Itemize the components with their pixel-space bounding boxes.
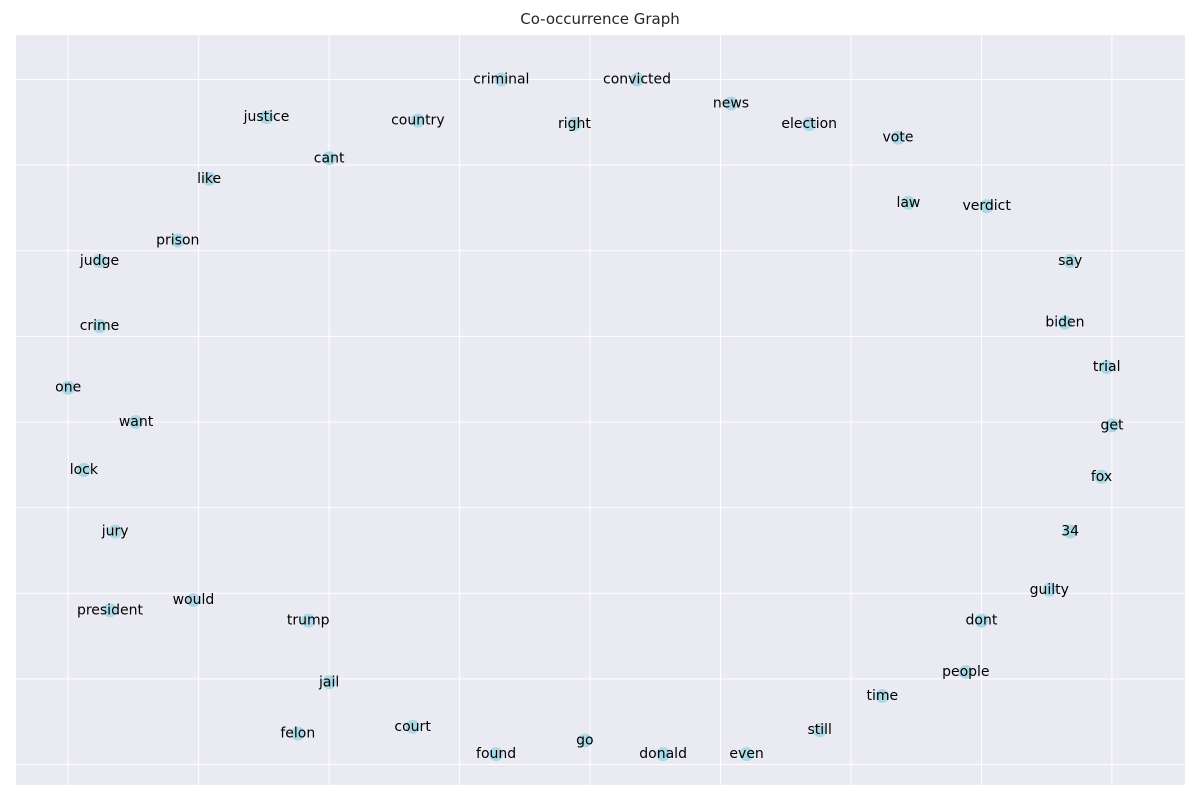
node-still	[812, 723, 827, 738]
node-label-lock: lock	[70, 462, 99, 478]
node-crime	[92, 319, 107, 334]
node-34	[1063, 524, 1078, 539]
node-label-felon: felon	[280, 726, 315, 742]
node-people	[958, 664, 973, 679]
node-donald	[656, 747, 671, 762]
node-label-trial: trial	[1093, 359, 1121, 375]
node-label-biden: biden	[1045, 315, 1084, 331]
node-dont	[974, 613, 989, 628]
node-labels: criminal convicted news justice country right…	[55, 72, 1124, 763]
node-prison	[170, 233, 185, 248]
node-one	[61, 380, 76, 395]
node-label-still: still	[807, 722, 831, 738]
node-say	[1063, 254, 1078, 269]
node-justice	[259, 110, 274, 125]
node-label-criminal: criminal	[473, 72, 529, 88]
node-like	[202, 171, 217, 186]
node-label-time: time	[866, 688, 898, 704]
node-label-even: even	[729, 746, 763, 762]
node-vote	[890, 130, 905, 145]
node-label-go: go	[576, 732, 593, 748]
node-criminal	[494, 72, 509, 87]
node-news	[723, 96, 738, 111]
node-label-court: court	[394, 719, 431, 735]
node-label-jury: jury	[101, 524, 129, 540]
node-label-would: would	[173, 592, 215, 608]
node-felon	[290, 726, 305, 741]
node-president	[102, 603, 117, 618]
node-label-say: say	[1058, 253, 1082, 269]
node-label-one: one	[55, 380, 81, 396]
node-judge	[92, 254, 107, 269]
node-country	[410, 113, 425, 128]
node-want	[129, 414, 144, 429]
node-label-found: found	[476, 746, 516, 762]
node-label-like: like	[197, 171, 221, 187]
chart-title: Co-occurrence Graph	[520, 10, 680, 28]
node-label-guilty: guilty	[1030, 582, 1069, 598]
node-right	[567, 117, 582, 132]
node-would	[186, 593, 201, 608]
node-label-justice: justice	[243, 109, 290, 125]
node-election	[802, 117, 817, 132]
node-label-jail: jail	[318, 674, 339, 690]
node-guilty	[1042, 582, 1057, 597]
node-label-fox: fox	[1091, 469, 1112, 485]
node-label-country: country	[391, 113, 445, 129]
plot-area	[16, 35, 1185, 785]
node-label-34: 34	[1061, 524, 1079, 540]
node-biden	[1057, 315, 1072, 330]
node-court	[405, 719, 420, 734]
node-label-right: right	[558, 116, 591, 132]
node-even	[739, 747, 754, 762]
node-found	[489, 747, 504, 762]
node-label-trump: trump	[287, 613, 330, 629]
node-label-election: election	[781, 116, 837, 132]
node-label-crime: crime	[80, 318, 120, 334]
node-law	[901, 195, 916, 210]
node-trial	[1099, 360, 1114, 375]
node-label-vote: vote	[882, 130, 913, 146]
node-label-verdict: verdict	[963, 198, 1012, 214]
graph-nodes	[61, 72, 1119, 762]
node-label-convicted: convicted	[603, 72, 671, 88]
node-cant	[322, 151, 337, 166]
node-jury	[108, 524, 123, 539]
node-lock	[76, 462, 91, 477]
node-label-people: people	[942, 664, 989, 680]
node-convicted	[630, 72, 645, 87]
node-time	[875, 688, 890, 703]
node-label-cant: cant	[314, 150, 345, 166]
node-label-president: president	[77, 602, 144, 618]
node-label-news: news	[713, 95, 749, 111]
node-verdict	[979, 199, 994, 214]
node-label-get: get	[1100, 417, 1124, 433]
node-get	[1104, 418, 1119, 433]
node-label-want: want	[119, 414, 154, 430]
node-label-law: law	[896, 195, 920, 211]
grid-lines	[16, 35, 1185, 785]
node-trump	[301, 613, 316, 628]
node-go	[577, 733, 592, 748]
node-label-judge: judge	[79, 253, 119, 269]
node-label-dont: dont	[966, 613, 998, 629]
node-fox	[1094, 469, 1109, 484]
node-label-donald: donald	[639, 746, 687, 762]
node-label-prison: prison	[156, 232, 199, 248]
node-jail	[322, 675, 337, 690]
